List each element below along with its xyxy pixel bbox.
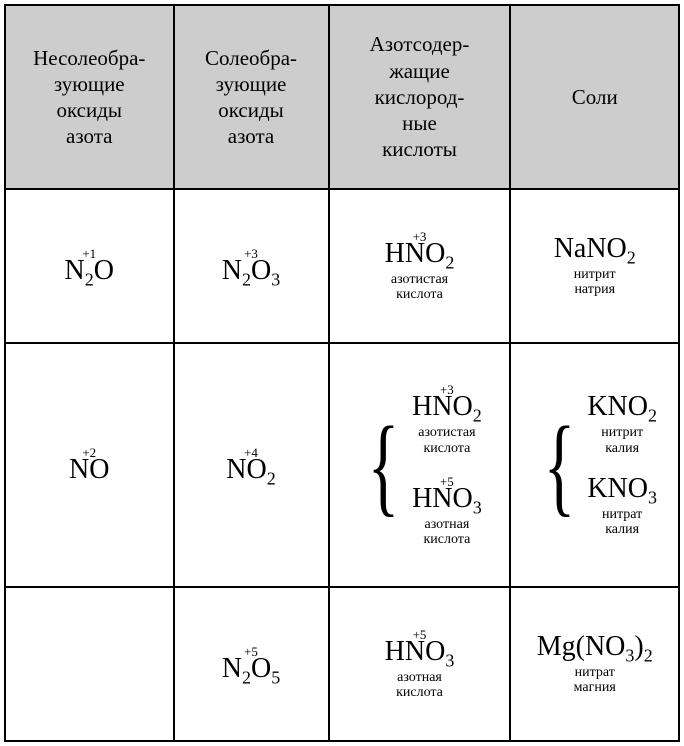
col-header-non-salt-oxides: Несолеобра-зующиеоксидыазота xyxy=(5,5,174,189)
chemical-formula: N2O5 xyxy=(222,654,280,685)
table-container: Несолеобра-зующиеоксидыазота Солеобра-зу… xyxy=(0,0,684,746)
compound-caption: нитритнатрия xyxy=(554,267,636,298)
header-row: Несолеобра-зующиеоксидыазота Солеобра-зу… xyxy=(5,5,679,189)
col-header-acids: Азотсодер-жащиекислород-ныекислоты xyxy=(329,5,511,189)
cell-salt: Mg(NO3)2нитратмагния xyxy=(510,587,679,741)
chemical-formula: HNO2 xyxy=(385,239,455,270)
chemical-formula: N2O xyxy=(65,256,114,287)
cell-acid: {+3HNO2азотистаякислота+5HNO3азотнаякисл… xyxy=(329,343,511,587)
table-row: +5N2O5+5HNO3азотнаякислотаMg(NO3)2нитрат… xyxy=(5,587,679,741)
cell-salt-oxide: +5N2O5 xyxy=(174,587,329,741)
chemical-formula: HNO3 xyxy=(412,484,482,515)
cell-acid: +5HNO3азотнаякислота xyxy=(329,587,511,741)
cell-non-salt-oxide: +1N2O xyxy=(5,189,174,343)
chemical-formula: NaNO2 xyxy=(554,234,636,265)
cell-salt: { KNO2нитриткалия KNO3нитраткалия xyxy=(510,343,679,587)
col-header-salt-oxides: Солеобра-зующиеоксидыазота xyxy=(174,5,329,189)
compound-caption: азотистаякислота xyxy=(412,425,482,456)
chemical-formula: N2O3 xyxy=(222,256,280,287)
chemical-formula: KNO3 xyxy=(587,474,657,505)
cell-non-salt-oxide: +2NO xyxy=(5,343,174,587)
chemical-formula: Mg(NO3)2 xyxy=(537,632,653,663)
col-header-salts: Соли xyxy=(510,5,679,189)
compound-caption: азотнаякислота xyxy=(412,517,482,548)
table-row: +2NO+4NO2{+3HNO2азотистаякислота+5HNO3аз… xyxy=(5,343,679,587)
table-row: +1N2O+3N2O3+3HNO2азотистаякислотаNaNO2ни… xyxy=(5,189,679,343)
chemical-formula: KNO2 xyxy=(587,392,657,423)
cell-salt-oxide: +4NO2 xyxy=(174,343,329,587)
cell-salt-oxide: +3N2O3 xyxy=(174,189,329,343)
chemical-formula: HNO2 xyxy=(412,392,482,423)
nitrogen-oxides-table: Несолеобра-зующиеоксидыазота Солеобра-зу… xyxy=(4,4,680,742)
curly-brace-icon: { xyxy=(368,416,400,515)
cell-acid: +3HNO2азотистаякислота xyxy=(329,189,511,343)
compound-caption: азотнаякислота xyxy=(385,670,455,701)
table-body: +1N2O+3N2O3+3HNO2азотистаякислотаNaNO2ни… xyxy=(5,189,679,741)
chemical-formula: NO xyxy=(69,455,109,486)
compound-caption: нитратмагния xyxy=(537,665,653,696)
curly-brace-icon: { xyxy=(543,416,575,515)
cell-salt: NaNO2нитритнатрия xyxy=(510,189,679,343)
chemical-formula: NO2 xyxy=(226,455,275,486)
chemical-formula: HNO3 xyxy=(385,637,455,668)
compound-caption: азотистаякислота xyxy=(385,272,455,303)
cell-non-salt-oxide xyxy=(5,587,174,741)
compound-caption: нитраткалия xyxy=(587,507,657,538)
compound-caption: нитриткалия xyxy=(587,425,657,456)
